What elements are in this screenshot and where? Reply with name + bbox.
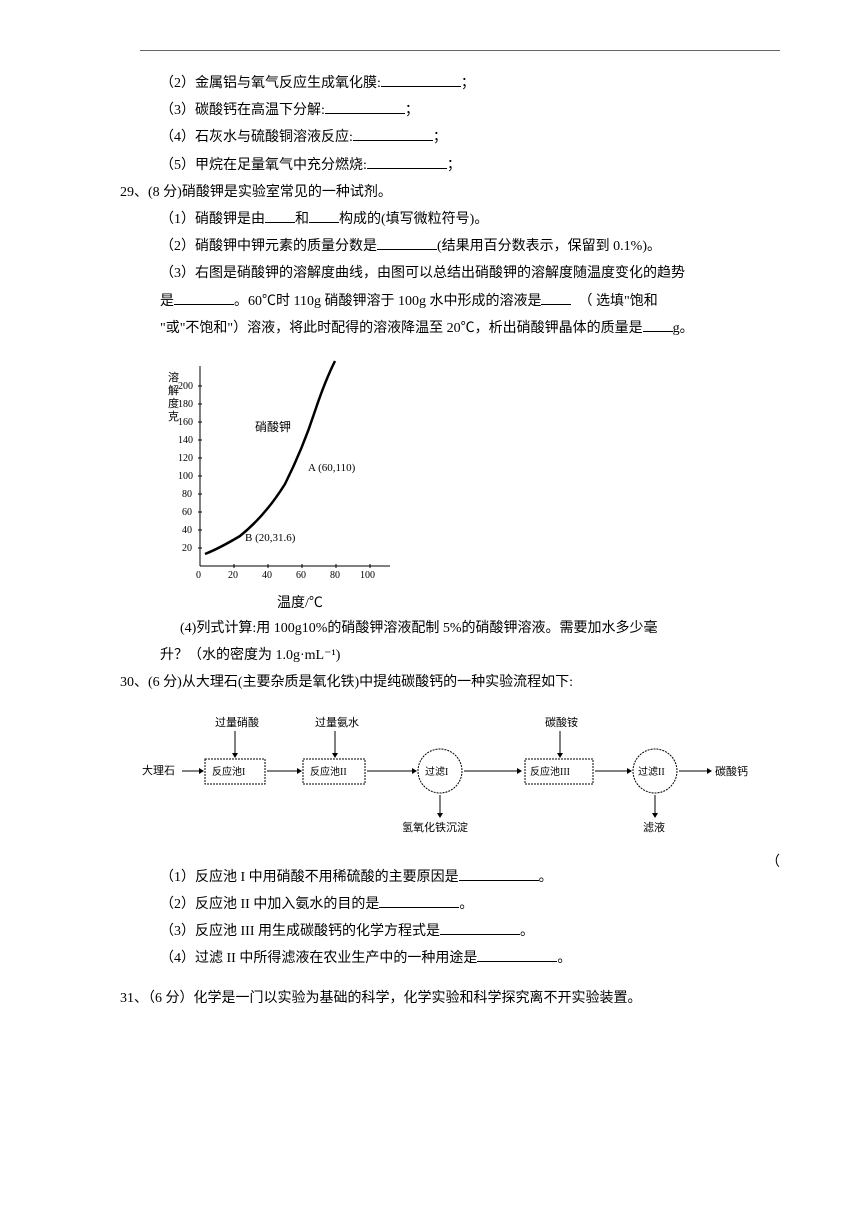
blank xyxy=(477,947,557,962)
flow-circle1: 过滤I xyxy=(425,765,448,778)
flow-box2: 反应池II xyxy=(310,765,347,778)
q28-sub2: （2）金属铝与氧气反应生成氧化膜: ； xyxy=(120,71,800,96)
svg-text:20: 20 xyxy=(228,570,238,581)
point-a-label: A (60,110) xyxy=(308,462,356,474)
open-paren: （ xyxy=(766,850,780,875)
svg-text:40: 40 xyxy=(262,570,272,581)
q28-sub4-text: （4）石灰水与硫酸铜溶液反应: xyxy=(160,130,353,145)
flow-box1: 反应池I xyxy=(212,765,245,778)
flow-right: 碳酸钙 xyxy=(715,764,748,778)
blank xyxy=(440,920,520,935)
point-b-label: B (20,31.6) xyxy=(245,532,296,544)
flowchart: 过量硝酸 过量氨水 碳酸铵 大理石 反应池I 反应池II 过滤I 反应池III … xyxy=(120,711,800,850)
q29-sub3a: （3）右图是硝酸钾的溶解度曲线，由图可以总结出硝酸钾的溶解度随温度变化的趋势 xyxy=(120,261,800,286)
svg-text:80: 80 xyxy=(330,570,340,581)
blank xyxy=(381,72,461,87)
q30-sub4: （4）过滤 II 中所得滤液在农业生产中的一种用途是。 xyxy=(120,946,800,971)
flow-top2: 过量氨水 xyxy=(315,716,359,729)
curve-label: 硝酸钾 xyxy=(255,419,291,434)
semicolon: ； xyxy=(405,103,419,118)
blank xyxy=(377,235,437,250)
q29-sub3c: "或"不饱和"）溶液，将此时配得的溶液降温至 20℃，析出硝酸钾晶体的质量是g。 xyxy=(120,316,800,341)
q31-header: 31、（6 分）化学是一门以实验为基础的科学，化学实验和科学探究离不开实验装置。 xyxy=(120,986,800,1011)
semicolon: ； xyxy=(447,158,461,173)
svg-text:60: 60 xyxy=(182,507,192,518)
q30-sub1: （1）反应池 I 中用硝酸不用稀硫酸的主要原因是。 xyxy=(120,865,800,890)
blank xyxy=(643,317,673,332)
page-top-border xyxy=(140,50,780,51)
q29-sub3b: 是。60℃时 110g 硝酸钾溶于 100g 水中形成的溶液是 （ 选填"饱和 xyxy=(120,289,800,314)
blank xyxy=(459,866,539,881)
svg-text:40: 40 xyxy=(182,525,192,536)
svg-text:100: 100 xyxy=(360,570,375,581)
blank xyxy=(367,154,447,169)
q30-header: 30、(6 分)从大理石(主要杂质是氧化铁)中提纯碳酸钙的一种实验流程如下: xyxy=(120,670,800,695)
svg-text:200: 200 xyxy=(178,381,193,392)
q30-sub3: （3）反应池 III 用生成碳酸钙的化学方程式是。 xyxy=(120,919,800,944)
q29-sub4a: (4)列式计算:用 100g10%的硝酸钾溶液配制 5%的硝酸钾溶液。需要加水多… xyxy=(120,616,800,641)
q29-sub4b: 升？（水的密度为 1.0g·mL⁻¹) xyxy=(120,643,800,668)
chart-xlabel: 温度/℃ xyxy=(160,591,440,616)
q30-sub2: （2）反应池 II 中加入氨水的目的是。 xyxy=(120,892,800,917)
flowchart-svg: 过量硝酸 过量氨水 碳酸铵 大理石 反应池I 反应池II 过滤I 反应池III … xyxy=(140,711,780,841)
q29-sub1: （1）硝酸钾是由和构成的(填写微粒符号)。 xyxy=(120,207,800,232)
q28-sub2-text: （2）金属铝与氧气反应生成氧化膜: xyxy=(160,76,381,91)
blank xyxy=(379,893,459,908)
q28-sub5: （5）甲烷在足量氧气中充分燃烧: ； xyxy=(120,153,800,178)
q28-sub4: （4）石灰水与硫酸铜溶液反应: ； xyxy=(120,125,800,150)
solubility-chart: 溶 解 度 克 20 40 60 80 100 120 140 160 180 … xyxy=(160,356,800,586)
blank xyxy=(325,99,405,114)
y-ticks: 20 40 60 80 100 120 140 160 180 200 xyxy=(178,381,202,554)
svg-text:60: 60 xyxy=(296,570,306,581)
svg-text:140: 140 xyxy=(178,435,193,446)
chart-svg: 溶 解 度 克 20 40 60 80 100 120 140 160 180 … xyxy=(160,356,440,586)
flow-bottom2: 滤液 xyxy=(643,820,665,834)
q28-sub5-text: （5）甲烷在足量氧气中充分燃烧: xyxy=(160,158,367,173)
svg-text:100: 100 xyxy=(178,471,193,482)
blank xyxy=(309,208,339,223)
semicolon: ； xyxy=(461,76,475,91)
blank xyxy=(541,290,571,305)
flow-top3: 碳酸铵 xyxy=(545,715,578,729)
blank xyxy=(353,126,433,141)
svg-text:160: 160 xyxy=(178,417,193,428)
flow-left: 大理石 xyxy=(142,763,175,777)
q29-sub2: （2）硝酸钾中钾元素的质量分数是(结果用百分数表示，保留到 0.1%)。 xyxy=(120,234,800,259)
q28-sub3-text: （3）碳酸钙在高温下分解: xyxy=(160,103,325,118)
flow-top1: 过量硝酸 xyxy=(215,715,259,729)
q28-sub3: （3）碳酸钙在高温下分解: ； xyxy=(120,98,800,123)
flow-box3: 反应池III xyxy=(530,765,570,778)
flow-circle2: 过滤II xyxy=(638,765,665,778)
solubility-curve xyxy=(205,361,335,554)
blank xyxy=(174,290,234,305)
semicolon: ； xyxy=(433,130,447,145)
flow-bottom1: 氢氧化铁沉淀 xyxy=(402,820,468,834)
svg-text:80: 80 xyxy=(182,489,192,500)
x-ticks: 0 20 40 60 80 100 xyxy=(196,564,375,581)
svg-text:120: 120 xyxy=(178,453,193,464)
svg-text:20: 20 xyxy=(182,543,192,554)
svg-text:0: 0 xyxy=(196,570,201,581)
svg-text:180: 180 xyxy=(178,399,193,410)
blank xyxy=(265,208,295,223)
q29-header: 29、(8 分)硝酸钾是实验室常见的一种试剂。 xyxy=(120,180,800,205)
